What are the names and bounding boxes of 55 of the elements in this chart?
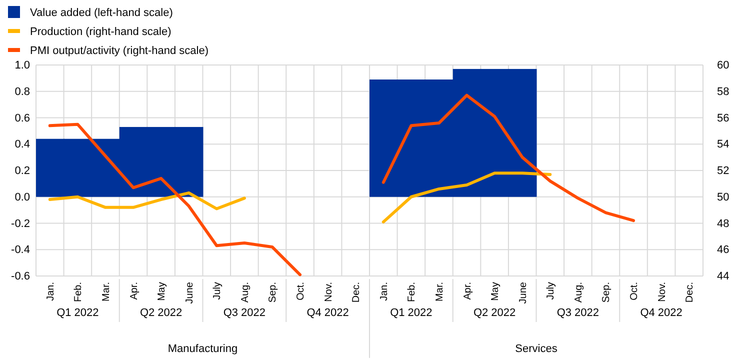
x-tick-label: Jan. <box>378 282 390 301</box>
x-tick-label: May <box>156 282 168 301</box>
y-tick-label: 0.8 <box>14 86 30 98</box>
legend-label: Production (right-hand scale) <box>30 26 172 38</box>
text: Q1 2022 <box>56 307 99 319</box>
y2-tick-label: 44 <box>717 270 730 283</box>
x-tick-label: Nov. <box>656 282 668 302</box>
x-tick-label: Sep. <box>601 282 612 303</box>
legend-label: PMI output/activity (right-hand scale) <box>30 44 209 57</box>
text: Q3 2022 <box>556 307 600 319</box>
y-tick-label: -0.6 <box>11 270 30 283</box>
y2-tick-label: 56 <box>717 112 730 124</box>
x-tick-label: Feb. <box>73 282 84 302</box>
x-tick-label: Dec. <box>684 282 696 303</box>
y2-tick-label: 48 <box>717 218 730 230</box>
y2-tick-label: 52 <box>717 165 730 178</box>
y-tick-label: 0.6 <box>14 112 30 124</box>
text: Q4 2022 <box>640 307 682 319</box>
y-tick-label: -0.4 <box>11 244 30 256</box>
y2-tick-label: 50 <box>717 191 730 204</box>
x-tick-label: Sep. <box>268 282 279 303</box>
x-tick-label: Aug. <box>573 282 584 303</box>
x-tick-label: Jan. <box>45 282 56 301</box>
y-tick-label: 0.2 <box>14 165 30 178</box>
x-tick-label: July <box>546 282 557 300</box>
x-tick-label: July <box>212 282 224 300</box>
y2-tick-label: 60 <box>717 60 730 72</box>
y2-tick-label: 46 <box>717 244 730 256</box>
y-tick-label: -0.2 <box>11 218 30 230</box>
x-tick-label: Apr. <box>128 282 140 300</box>
text: Q1 2022 <box>390 307 432 319</box>
x-tick-label: Apr. <box>462 282 474 300</box>
y-tick-label: 0.0 <box>14 191 30 204</box>
text: Q2 2022 <box>473 307 516 319</box>
legend-label: Value added (left-hand scale) <box>30 6 173 19</box>
x-tick-label: June <box>518 282 529 304</box>
text: Q2 2022 <box>140 307 182 319</box>
text: Manufacturing <box>168 343 238 355</box>
y-tick-label: 0.4 <box>14 138 30 151</box>
text: Services <box>515 343 558 355</box>
x-tick-label: June <box>184 282 196 304</box>
x-tick-label: Oct. <box>296 282 307 300</box>
x-tick-label: Oct. <box>629 282 640 300</box>
y2-tick-label: 54 <box>717 138 730 151</box>
x-tick-label: May <box>490 282 502 301</box>
x-tick-label: Aug. <box>240 282 251 303</box>
y-tick-label: 1.0 <box>14 60 30 72</box>
x-tick-label: Mar. <box>434 282 446 302</box>
text: Q3 2022 <box>223 307 266 319</box>
x-tick-label: Mar. <box>100 282 112 302</box>
y2-tick-label: 58 <box>717 86 730 98</box>
x-tick-label: Dec. <box>351 282 362 303</box>
text: Q4 2022 <box>306 307 349 319</box>
x-tick-label: Nov. <box>323 282 334 302</box>
x-tick-label: Feb. <box>406 282 418 302</box>
